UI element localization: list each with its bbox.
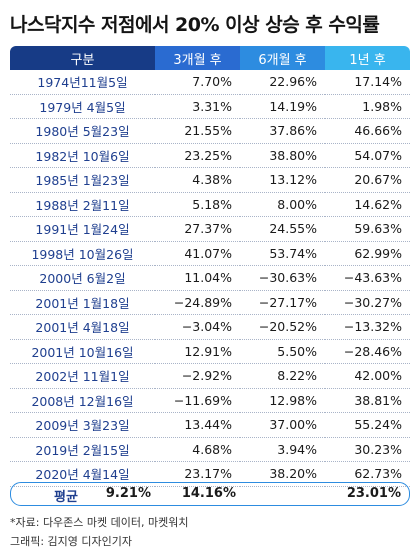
- table-row: 1991년 1월24일 27.37% 24.55% 59.63%: [10, 216, 410, 242]
- row-date: 2000년 6월2일: [10, 265, 155, 291]
- row-date: 2001년 4월18일: [10, 314, 155, 340]
- row-date: 1980년 5월23일: [10, 118, 155, 144]
- row-date: 1985년 1월23일: [10, 167, 155, 193]
- column-header-category: 구분: [10, 46, 155, 70]
- row-return-1-year: −30.27%: [325, 290, 410, 315]
- row-return-3-months: 7.70%: [155, 70, 240, 95]
- row-return-1-year: 54.07%: [325, 143, 410, 168]
- row-return-6-months: 8.00%: [240, 192, 325, 217]
- row-return-1-year: 59.63%: [325, 216, 410, 242]
- row-return-6-months: −30.63%: [240, 265, 325, 291]
- average-6-months: 14.16%: [181, 486, 236, 501]
- graphic-credit: 그래픽: 김지영 디자인기자: [10, 535, 133, 548]
- row-return-1-year: 17.14%: [325, 70, 410, 95]
- table-row: 1980년 5월23일 21.55% 37.86% 46.66%: [10, 118, 410, 144]
- row-return-6-months: 8.22%: [240, 363, 325, 389]
- row-return-6-months: 5.50%: [240, 339, 325, 364]
- row-date: 2002년 11월1일: [10, 363, 155, 389]
- row-return-1-year: −43.63%: [325, 265, 410, 291]
- row-date: 2001년 10월16일: [10, 339, 155, 364]
- row-return-3-months: 27.37%: [155, 216, 240, 242]
- row-return-1-year: 38.81%: [325, 388, 410, 413]
- average-1-year: 23.01%: [346, 486, 401, 501]
- average-3-months: 9.21%: [105, 486, 151, 501]
- row-return-6-months: 38.80%: [240, 143, 325, 168]
- row-date: 2008년 12월16일: [10, 388, 155, 413]
- table-row: 1998년 10월26일 41.07% 53.74% 62.99%: [10, 241, 410, 266]
- source-note: *자료: 다우존스 마켓 데이터, 마켓워치: [10, 516, 189, 529]
- column-header-6-months: 6개월 후: [240, 46, 325, 70]
- row-return-3-months: 11.04%: [155, 265, 240, 291]
- table-header-row: 구분 3개월 후 6개월 후 1년 후: [10, 46, 410, 70]
- page-title: 나스닥지수 저점에서 20% 이상 상승 후 수익률: [10, 14, 380, 36]
- row-return-3-months: −24.89%: [155, 290, 240, 315]
- row-return-3-months: 13.44%: [155, 412, 240, 438]
- table-row: 1974년11월5일 7.70% 22.96% 17.14%: [10, 70, 410, 95]
- row-date: 1982년 10월6일: [10, 143, 155, 168]
- row-return-1-year: 46.66%: [325, 118, 410, 144]
- row-return-1-year: −13.32%: [325, 314, 410, 340]
- table-row: 2000년 6월2일 11.04% −30.63% −43.63%: [10, 265, 410, 291]
- row-return-1-year: 20.67%: [325, 167, 410, 193]
- row-return-3-months: 4.68%: [155, 437, 240, 462]
- row-return-3-months: 3.31%: [155, 94, 240, 119]
- row-return-6-months: 12.98%: [240, 388, 325, 413]
- row-return-3-months: 5.18%: [155, 192, 240, 217]
- row-return-3-months: −11.69%: [155, 388, 240, 413]
- row-date: 2009년 3월23일: [10, 412, 155, 438]
- table-row: 1985년 1월23일 4.38% 13.12% 20.67%: [10, 167, 410, 193]
- average-label: 평균: [54, 490, 78, 505]
- table-row: 2009년 3월23일 13.44% 37.00% 55.24%: [10, 412, 410, 438]
- row-return-3-months: 23.25%: [155, 143, 240, 168]
- row-return-3-months: 41.07%: [155, 241, 240, 266]
- row-return-1-year: 42.00%: [325, 363, 410, 389]
- row-return-6-months: 37.86%: [240, 118, 325, 144]
- row-return-6-months: 53.74%: [240, 241, 325, 266]
- row-return-6-months: −20.52%: [240, 314, 325, 340]
- row-date: 1979년 4월5일: [10, 94, 155, 119]
- table-row: 1979년 4월5일 3.31% 14.19% 1.98%: [10, 94, 410, 119]
- row-return-3-months: 4.38%: [155, 167, 240, 193]
- row-return-3-months: 21.55%: [155, 118, 240, 144]
- row-return-1-year: 55.24%: [325, 412, 410, 438]
- row-date: 1974년11월5일: [10, 70, 155, 95]
- average-row: 평균 9.21% 14.16% 23.01%: [10, 482, 410, 506]
- row-date: 1991년 1월24일: [10, 216, 155, 242]
- row-return-1-year: −28.46%: [325, 339, 410, 364]
- row-return-1-year: 1.98%: [325, 94, 410, 119]
- row-return-3-months: 12.91%: [155, 339, 240, 364]
- table-row: 2001년 1월18일 −24.89% −27.17% −30.27%: [10, 290, 410, 315]
- row-return-1-year: 14.62%: [325, 192, 410, 217]
- row-date: 1988년 2월11일: [10, 192, 155, 217]
- row-date: 1998년 10월26일: [10, 241, 155, 266]
- row-return-3-months: −3.04%: [155, 314, 240, 340]
- row-return-6-months: 3.94%: [240, 437, 325, 462]
- row-return-1-year: 30.23%: [325, 437, 410, 462]
- row-return-6-months: 24.55%: [240, 216, 325, 242]
- row-return-6-months: 37.00%: [240, 412, 325, 438]
- table-row: 2002년 11월1일 −2.92% 8.22% 42.00%: [10, 363, 410, 389]
- row-return-6-months: 14.19%: [240, 94, 325, 119]
- table-row: 2001년 4월18일 −3.04% −20.52% −13.32%: [10, 314, 410, 340]
- row-return-3-months: −2.92%: [155, 363, 240, 389]
- row-return-1-year: 62.99%: [325, 241, 410, 266]
- row-return-6-months: 13.12%: [240, 167, 325, 193]
- table-row: 2001년 10월16일 12.91% 5.50% −28.46%: [10, 339, 410, 364]
- returns-table: 구분 3개월 후 6개월 후 1년 후 1974년11월5일 7.70% 22.96…: [10, 46, 410, 487]
- table-row: 1988년 2월11일 5.18% 8.00% 14.62%: [10, 192, 410, 217]
- row-return-6-months: 22.96%: [240, 70, 325, 95]
- table-row: 1982년 10월6일 23.25% 38.80% 54.07%: [10, 143, 410, 168]
- row-date: 2001년 1월18일: [10, 290, 155, 315]
- table-row: 2019년 2월15일 4.68% 3.94% 30.23%: [10, 437, 410, 462]
- row-date: 2019년 2월15일: [10, 437, 155, 462]
- row-return-6-months: −27.17%: [240, 290, 325, 315]
- column-header-1-year: 1년 후: [325, 46, 410, 70]
- table-row: 2008년 12월16일 −11.69% 12.98% 38.81%: [10, 388, 410, 413]
- column-header-3-months: 3개월 후: [155, 46, 240, 70]
